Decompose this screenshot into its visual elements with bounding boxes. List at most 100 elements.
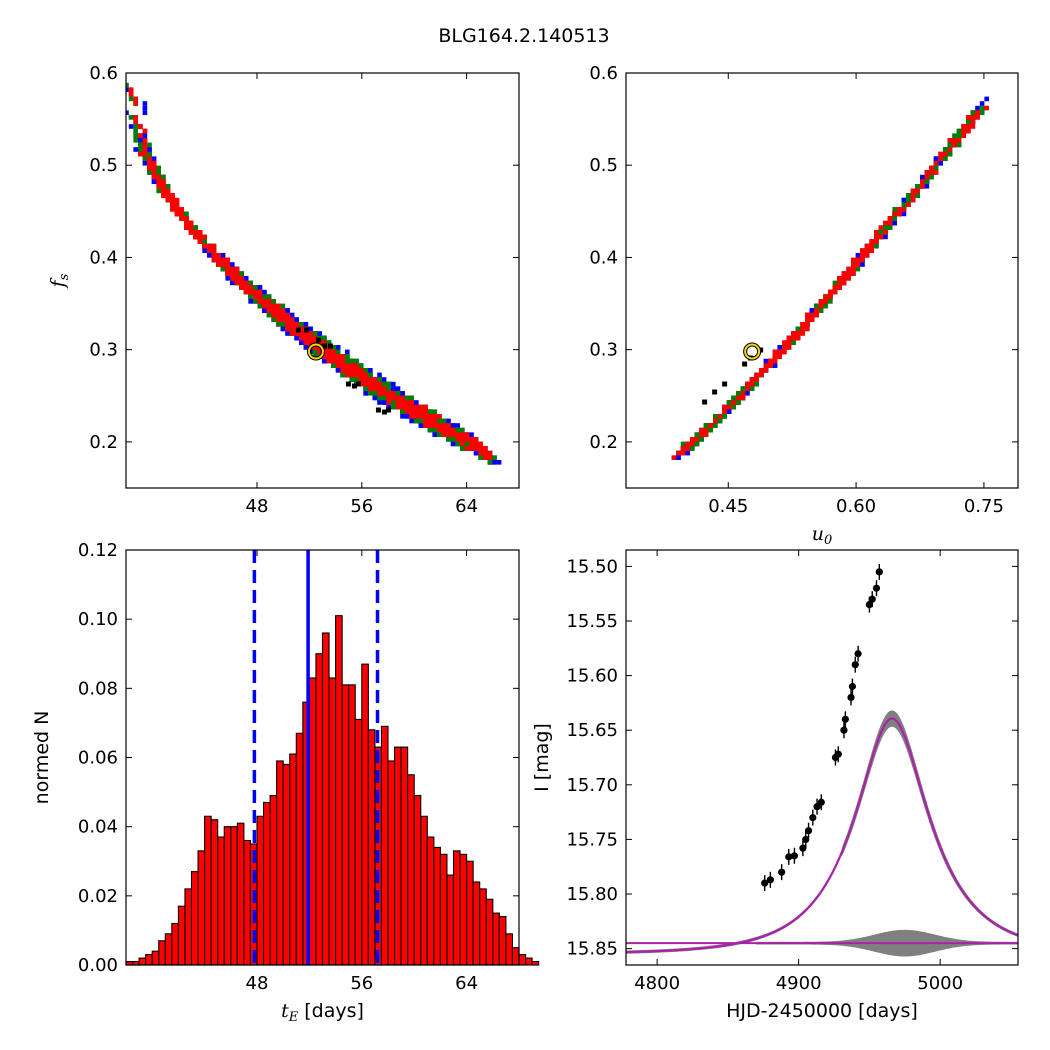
density-cell-1sigma (772, 358, 778, 364)
density-cell-1sigma (243, 285, 249, 290)
density-cell-1sigma (133, 115, 138, 120)
density-cell-1sigma (303, 331, 309, 336)
density-cell-2sigma (331, 363, 336, 368)
density-cell-1sigma (809, 312, 815, 318)
histogram-bar (393, 746, 402, 966)
density-cell-1sigma (805, 317, 810, 322)
density-cell-1sigma (427, 414, 433, 419)
density-cell-3sigma (294, 335, 299, 341)
x-tick-label: 0.45 (708, 496, 748, 517)
density-cell-2sigma (161, 174, 166, 180)
density-cell-1sigma (966, 115, 971, 120)
density-cell-2sigma (432, 427, 437, 433)
density-cell-1sigma (846, 276, 851, 281)
density-cell-3sigma (901, 211, 907, 217)
density-cell-1sigma (432, 414, 437, 419)
density-cell-3sigma (285, 308, 290, 313)
histogram-bar (289, 753, 297, 966)
density-cell-3sigma (207, 253, 212, 258)
density-cell-1sigma (179, 211, 184, 217)
density-cell-2sigma (740, 386, 746, 391)
density-cell-1sigma (340, 354, 345, 359)
density-cell-1sigma (920, 179, 925, 184)
density-cell-1sigma (450, 427, 456, 433)
density-cell-1sigma (128, 87, 134, 92)
density-cell-2sigma (680, 441, 686, 447)
density-cell-2sigma (358, 363, 364, 368)
density-cell-1sigma (202, 243, 207, 249)
density-cell-1sigma (220, 257, 226, 263)
density-cell-1sigma (303, 335, 309, 341)
density-cell-2sigma (271, 299, 276, 304)
x-tick-label: 48 (246, 496, 269, 517)
density-cell-1sigma (910, 197, 916, 203)
density-cell-2sigma (156, 170, 161, 175)
density-cell-1sigma (340, 358, 345, 364)
histogram-bar (505, 933, 513, 966)
density-cell-1sigma (216, 257, 221, 263)
density-cell-1sigma (869, 248, 874, 253)
density-cell-2sigma (979, 110, 985, 115)
density-cell-2sigma (368, 372, 373, 378)
density-cell-1sigma (910, 193, 916, 198)
density-cell-peak (702, 399, 708, 405)
density-cell-3sigma (455, 423, 460, 428)
density-cell-1sigma (197, 234, 203, 240)
density-cell-2sigma (736, 400, 741, 405)
density-cell-2sigma (248, 280, 253, 286)
density-cell-3sigma (975, 105, 980, 111)
histogram-bar (269, 794, 278, 966)
density-cell-1sigma (432, 418, 437, 424)
density-cell-2sigma (906, 193, 911, 198)
density-cell-1sigma (216, 262, 221, 267)
density-cell-1sigma (731, 400, 736, 405)
density-cell-1sigma (446, 432, 451, 437)
data-point (865, 601, 874, 609)
density-cell-2sigma (892, 207, 897, 212)
density-cell-1sigma (754, 372, 759, 378)
density-cell-1sigma (312, 335, 318, 341)
density-cell-1sigma (473, 441, 479, 447)
density-cell-2sigma (322, 335, 327, 341)
density-cell-1sigma (381, 391, 387, 396)
density-cell-1sigma (285, 317, 290, 322)
y-axis-label: normed N (31, 711, 53, 805)
density-cell-1sigma (211, 248, 217, 253)
density-cell-1sigma (276, 303, 281, 309)
density-cell-3sigma (400, 391, 405, 396)
density-cell-2sigma (970, 110, 976, 115)
x-tick-label: 64 (455, 973, 478, 994)
density-cell-3sigma (418, 423, 424, 428)
density-cell-2sigma (418, 418, 424, 424)
density-cell-2sigma (349, 377, 355, 382)
density-cell-1sigma (745, 381, 750, 387)
density-cell-1sigma (193, 230, 198, 235)
density-cell-2sigma (703, 423, 709, 428)
density-cell-peak (295, 327, 301, 333)
data-point (872, 584, 881, 592)
histogram-bar (439, 853, 448, 966)
density-cell-3sigma (381, 400, 387, 405)
data-point (799, 844, 807, 852)
density-cell-1sigma (331, 354, 336, 359)
density-cell-1sigma (317, 340, 322, 345)
density-cell-2sigma (699, 437, 704, 442)
density-cell-1sigma (197, 239, 203, 244)
density-cell-1sigma (381, 386, 387, 391)
histogram-bar (492, 912, 500, 966)
density-cell-1sigma (368, 386, 373, 391)
density-cell-1sigma (754, 377, 759, 382)
density-cell-2sigma (266, 294, 272, 299)
density-cell-1sigma (703, 427, 709, 433)
density-cell-3sigma (901, 197, 907, 203)
density-cell-1sigma (377, 386, 382, 391)
mcmc-density-cells (671, 96, 989, 460)
density-cell-1sigma (478, 446, 483, 451)
density-cell-3sigma (473, 450, 479, 456)
density-cell-3sigma (151, 179, 157, 184)
density-cell-2sigma (184, 211, 189, 217)
density-cell-1sigma (832, 285, 838, 290)
density-cell-2sigma (147, 151, 152, 157)
density-cell-3sigma (363, 391, 368, 396)
density-cell-2sigma (372, 391, 378, 396)
